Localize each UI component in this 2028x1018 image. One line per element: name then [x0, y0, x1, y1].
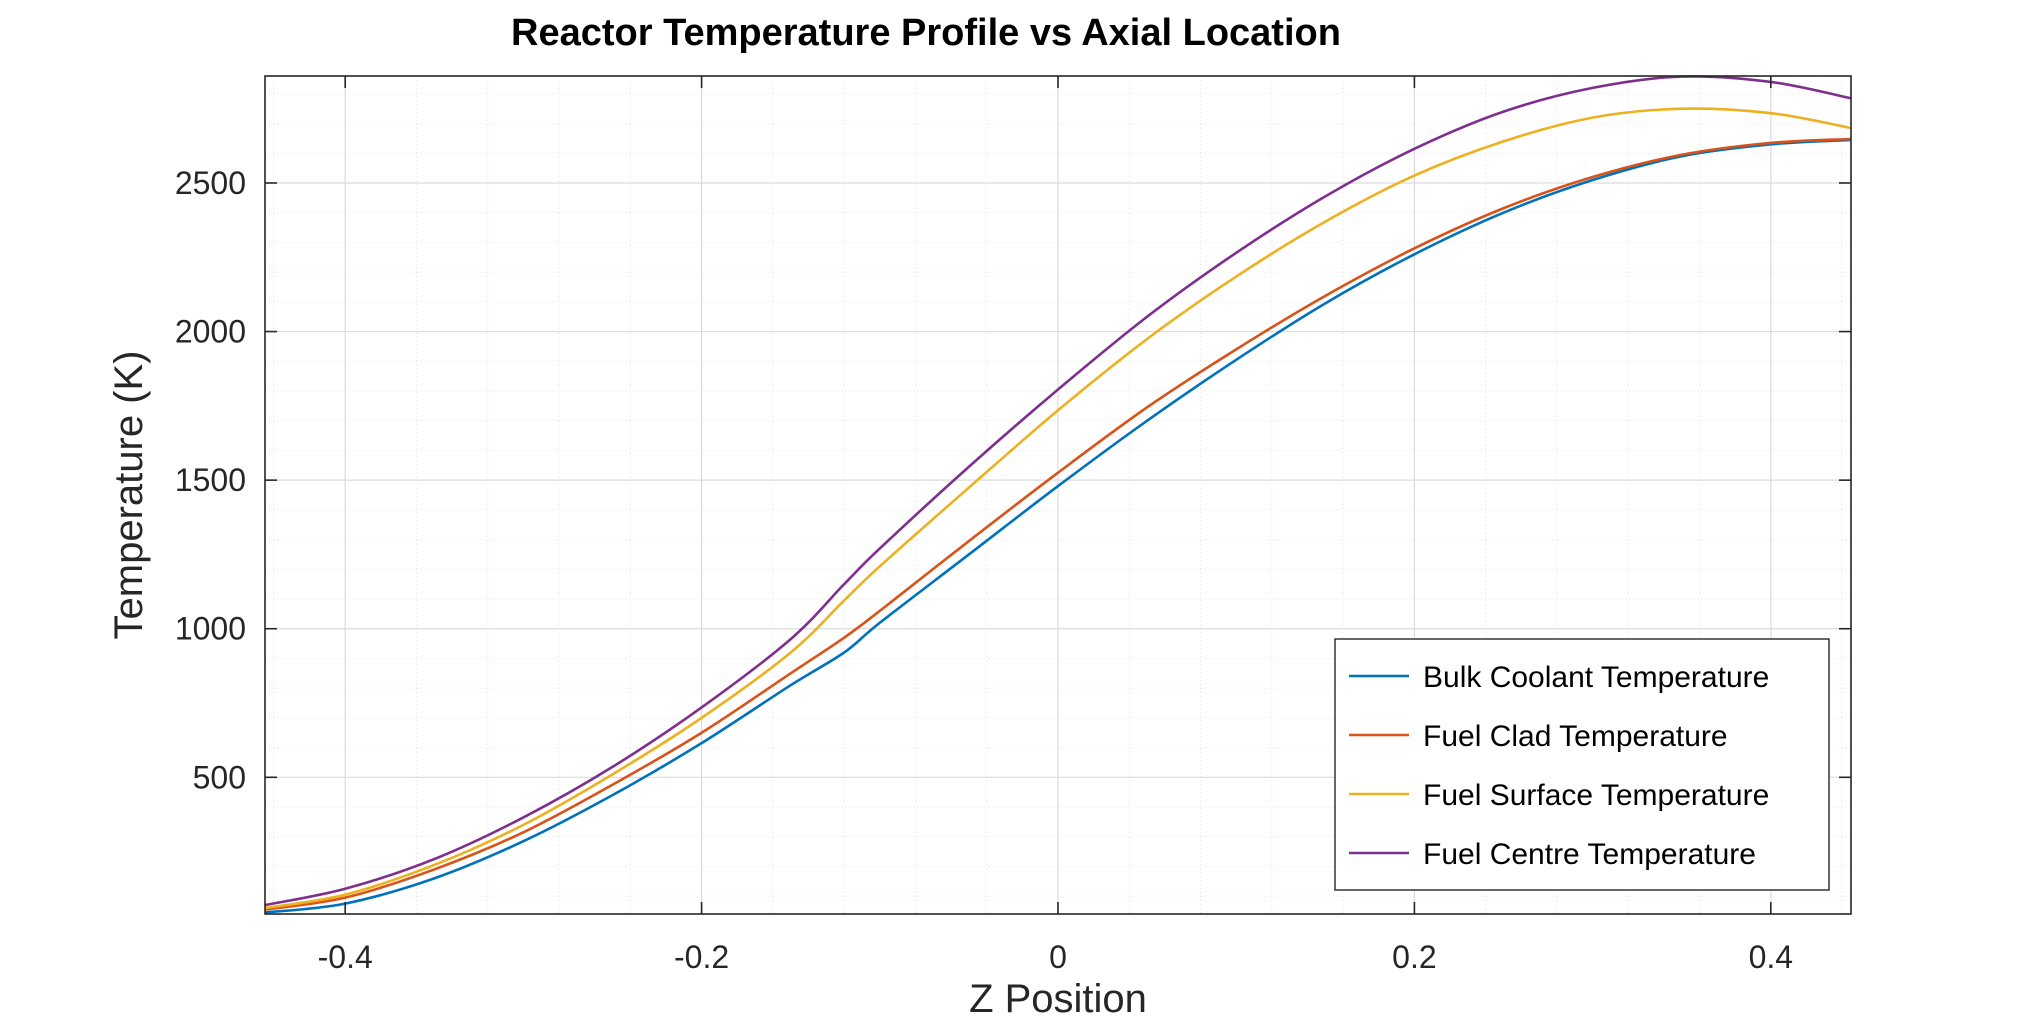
series-line-bulk-coolant-temperature [264, 138, 1852, 914]
x-tick-label: -0.2 [674, 939, 729, 975]
chart-title: Reactor Temperature Profile vs Axial Loc… [511, 12, 1341, 54]
series-line-fuel-surface-temperature [264, 107, 1852, 910]
series-line-fuel-clad-temperature [264, 137, 1852, 911]
x-tick-label: 0.4 [1749, 939, 1793, 975]
legend-label: Bulk Coolant Temperature [1423, 661, 1769, 694]
y-tick-label: 2000 [175, 314, 246, 350]
tick-labels: -0.4 -0.2 0 0.2 0.4 500 1000 1500 2000 2500 [175, 165, 1793, 975]
x-axis-label: Z Position [969, 977, 1147, 1018]
axis-ticks [265, 76, 1851, 914]
y-tick-label: 1000 [175, 611, 246, 647]
y-tick-label: 500 [193, 759, 246, 795]
series-lines [264, 75, 1852, 914]
y-tick-label: 1500 [175, 462, 246, 498]
y-tick-label: 2500 [175, 165, 246, 201]
legend-label: Fuel Clad Temperature [1423, 720, 1728, 753]
x-tick-label: -0.4 [318, 939, 373, 975]
series-line-fuel-centre-temperature [264, 75, 1852, 907]
legend: Bulk Coolant Temperature Fuel Clad Temper… [1334, 638, 1830, 891]
y-axis-label: Temperature (K) [107, 351, 151, 640]
x-tick-label: 0 [1049, 939, 1067, 975]
legend-label: Fuel Centre Temperature [1423, 838, 1756, 871]
legend-box [1334, 638, 1830, 891]
legend-label: Fuel Surface Temperature [1423, 779, 1769, 812]
x-tick-label: 0.2 [1392, 939, 1436, 975]
